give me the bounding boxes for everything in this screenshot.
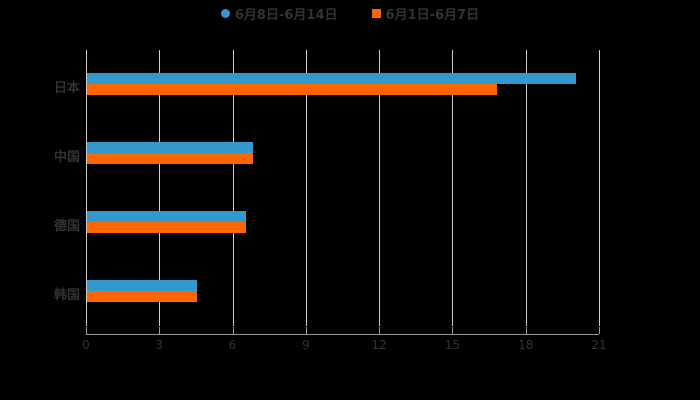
gridline	[379, 50, 381, 326]
y-category-label: 日本	[53, 81, 80, 96]
bar[interactable]	[87, 211, 246, 222]
x-tick-label: 6	[228, 338, 237, 352]
gridline	[86, 50, 87, 326]
x-tick	[452, 327, 454, 334]
legend-label: 6月1日-6月7日	[385, 7, 480, 23]
gridline	[232, 50, 234, 326]
x-tick	[232, 327, 234, 334]
x-tick-label: 0	[82, 338, 90, 352]
bar[interactable]	[87, 222, 246, 233]
gridline	[305, 50, 307, 326]
x-tick	[86, 327, 87, 334]
bar[interactable]	[87, 73, 576, 84]
y-category-label: 中国	[53, 150, 80, 165]
y-category-label: 韩国	[53, 288, 80, 303]
y-category-label: 德国	[53, 219, 80, 234]
legend-label: 6月8日-6月14日	[234, 7, 338, 23]
legend-item-series1[interactable]: 6月8日-6月14日	[220, 4, 338, 23]
legend: 6月8日-6月14日 6月1日-6月7日	[0, 4, 700, 23]
x-tick	[305, 327, 307, 334]
x-tick	[159, 327, 161, 334]
bar[interactable]	[87, 291, 197, 302]
x-axis	[86, 334, 599, 335]
x-tick	[379, 327, 381, 334]
x-tick	[525, 327, 527, 334]
x-tick-label: 21	[591, 338, 607, 352]
gridline	[525, 50, 527, 326]
x-tick-label: 15	[444, 338, 461, 352]
bar[interactable]	[87, 280, 197, 291]
x-tick-label: 12	[371, 338, 387, 352]
x-tick-label: 9	[302, 338, 310, 352]
circle-marker-icon	[220, 8, 230, 18]
bar[interactable]	[87, 84, 498, 95]
bar[interactable]	[87, 142, 254, 153]
bar[interactable]	[87, 153, 254, 164]
x-tick-label: 18	[518, 338, 534, 352]
gridline	[599, 50, 600, 326]
square-marker-icon	[371, 8, 381, 18]
legend-item-series2[interactable]: 6月1日-6月7日	[371, 4, 480, 23]
gridline	[452, 50, 454, 326]
x-tick	[599, 327, 600, 334]
gridline	[159, 50, 161, 326]
x-tick-label: 3	[155, 338, 164, 352]
